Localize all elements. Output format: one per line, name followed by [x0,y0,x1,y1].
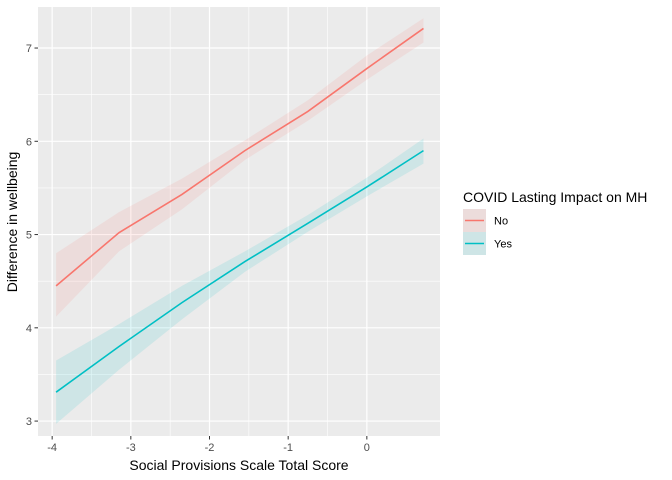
confidence-band-yes [56,138,424,424]
legend-label: No [494,216,508,228]
legend-title: COVID Lasting Impact on MH [463,189,647,205]
grid [38,7,440,436]
legend: COVID Lasting Impact on MH No Yes [463,189,647,255]
series-line-yes [55,149,424,393]
x-tick-label: -4 [47,442,57,454]
x-axis: -4 -3 -2 -1 0 [47,436,370,454]
y-tick-label: 4 [26,323,32,335]
x-tick-label: -2 [205,442,215,454]
y-tick-label: 7 [26,43,32,55]
x-tick-label: 0 [364,442,370,454]
series-line-no [55,27,424,287]
x-tick-label: -3 [126,442,136,454]
legend-item-no: No [463,209,508,232]
x-axis-title: Social Provisions Scale Total Score [129,457,348,473]
y-tick-label: 3 [26,416,32,428]
y-axis: 3 4 5 6 7 [26,43,38,428]
confidence-bands [56,18,424,424]
plot-panel [38,7,440,436]
y-tick-label: 5 [26,230,32,242]
confidence-band-no [56,18,424,317]
legend-item-yes: Yes [463,232,512,255]
series-lines [55,27,424,393]
legend-label: Yes [494,239,512,251]
y-axis-title: Difference in wellbeing [4,152,20,293]
x-tick-label: -1 [283,442,293,454]
y-tick-label: 6 [26,136,32,148]
